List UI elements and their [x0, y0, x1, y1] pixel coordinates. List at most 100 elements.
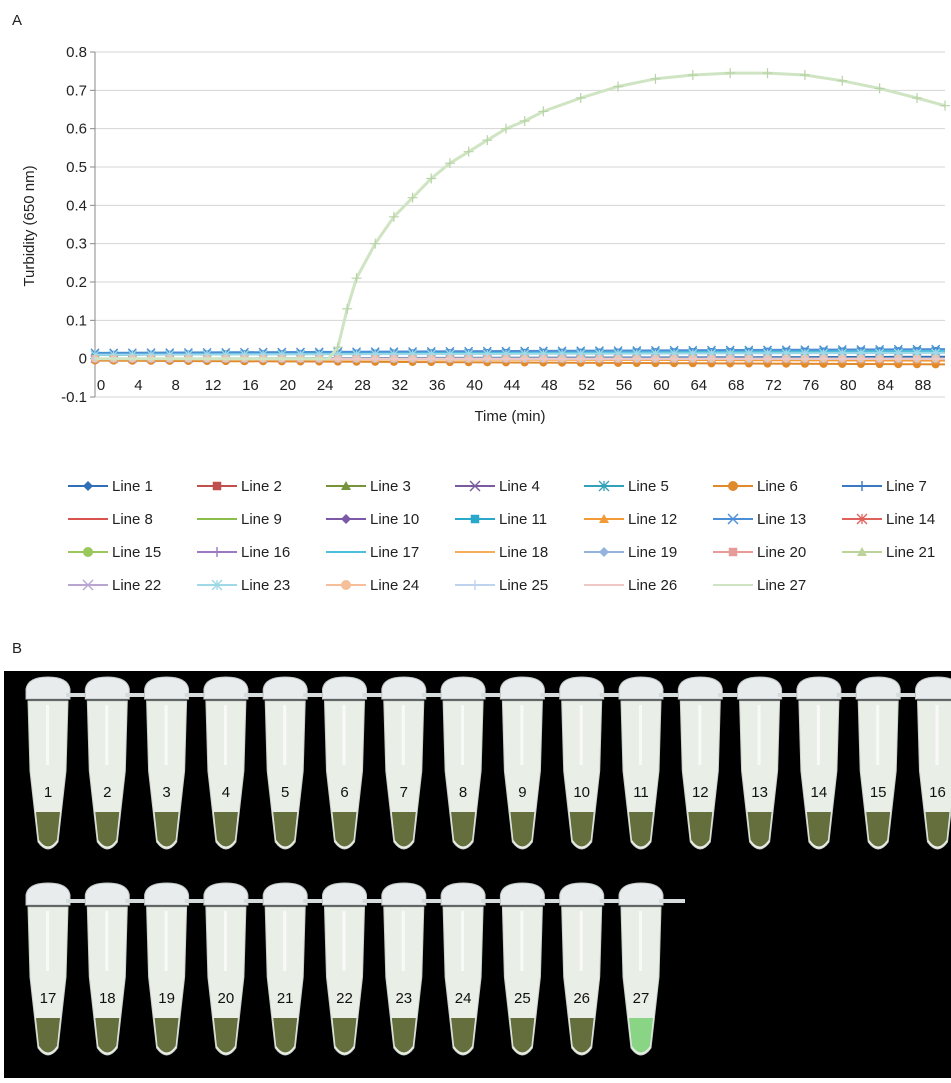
series-marker	[837, 76, 847, 86]
legend-swatch	[455, 512, 495, 526]
legend-label: Line 7	[886, 478, 927, 495]
tube-label: 25	[514, 990, 531, 1007]
tube: 19	[145, 883, 211, 1055]
tube: 5	[263, 677, 329, 849]
legend-label: Line 23	[241, 577, 290, 594]
tube: 10	[560, 677, 626, 849]
legend-swatch	[326, 512, 366, 526]
tube: 14	[797, 677, 863, 849]
legend-item: Line 19	[584, 542, 677, 562]
legend-label: Line 18	[499, 544, 548, 561]
legend-label: Line 25	[499, 577, 548, 594]
series-marker	[342, 304, 352, 314]
legend-swatch	[68, 578, 108, 592]
x-tick-label: 76	[803, 377, 820, 394]
tube: 15	[856, 677, 922, 849]
legend-item: Line 15	[68, 542, 161, 562]
tube-label: 20	[218, 990, 235, 1007]
tube-label: 22	[336, 990, 353, 1007]
series-marker	[800, 70, 810, 80]
series-marker	[520, 116, 530, 126]
x-tick-label: 48	[541, 377, 558, 394]
legend-item: Line 2	[197, 476, 282, 496]
legend-swatch	[197, 512, 237, 526]
series-marker	[650, 74, 660, 84]
x-tick-label: 64	[690, 377, 707, 394]
tube-label: 11	[633, 784, 649, 801]
series-marker	[341, 514, 351, 524]
legend-item: Line 7	[842, 476, 927, 496]
legend-item: Line 26	[584, 575, 677, 595]
x-tick-label: 36	[429, 377, 446, 394]
legend-swatch	[197, 545, 237, 559]
legend-swatch	[326, 578, 366, 592]
tube-label: 26	[573, 990, 590, 1007]
legend-swatch	[713, 512, 753, 526]
tube-label: 19	[158, 990, 175, 1007]
tube: 8	[441, 677, 507, 849]
series-marker	[912, 93, 922, 103]
legend-item: Line 21	[842, 542, 935, 562]
legend-swatch	[584, 512, 624, 526]
legend-label: Line 2	[241, 478, 282, 495]
legend-label: Line 27	[757, 577, 806, 594]
legend-item: Line 20	[713, 542, 806, 562]
tube-label: 12	[692, 784, 709, 801]
legend-item: Line 22	[68, 575, 161, 595]
y-tick-label: 0.4	[66, 197, 87, 214]
x-tick-label: 68	[728, 377, 745, 394]
x-tick-label: 44	[504, 377, 521, 394]
chart-gridlines	[95, 52, 945, 397]
legend-label: Line 11	[499, 511, 547, 528]
x-tick-label: 0	[97, 377, 105, 394]
y-tick-label: 0.6	[66, 121, 87, 138]
x-tick-label: 84	[877, 377, 894, 394]
series-marker	[212, 547, 222, 557]
x-tick-label: 56	[616, 377, 633, 394]
tube: 2	[85, 677, 151, 849]
tube: 9	[500, 677, 566, 849]
tube-label: 2	[103, 784, 111, 801]
x-tick-label: 24	[317, 377, 334, 394]
tube-label: 17	[40, 990, 57, 1007]
legend-item: Line 13	[713, 509, 806, 529]
legend-label: Line 13	[757, 511, 806, 528]
y-tick-label: 0	[79, 351, 87, 368]
x-tick-label: 4	[134, 377, 142, 394]
series-marker	[729, 548, 738, 557]
tube: 13	[738, 677, 804, 849]
tube: 17	[26, 883, 92, 1055]
legend-swatch	[68, 512, 108, 526]
x-tick-label: 40	[466, 377, 483, 394]
tube: 18	[85, 883, 151, 1055]
x-tick-label: 20	[279, 377, 296, 394]
legend-label: Line 15	[112, 544, 161, 561]
legend-swatch	[713, 578, 753, 592]
legend-item: Line 24	[326, 575, 419, 595]
tube: 21	[263, 883, 329, 1055]
legend-label: Line 12	[628, 511, 677, 528]
legend-item: Line 17	[326, 542, 419, 562]
series-marker	[857, 481, 867, 491]
legend-label: Line 24	[370, 577, 419, 594]
legend-item: Line 23	[197, 575, 290, 595]
series-marker	[83, 481, 93, 491]
series-marker	[576, 93, 586, 103]
tube: 16	[916, 677, 951, 849]
tube-label: 7	[400, 784, 408, 801]
tube: 20	[204, 883, 270, 1055]
y-axis-label: Turbidity (650 nm)	[21, 165, 38, 286]
legend-label: Line 10	[370, 511, 419, 528]
tube: 3	[145, 677, 211, 849]
legend-swatch	[68, 479, 108, 493]
legend-label: Line 8	[112, 511, 153, 528]
series-marker	[213, 482, 222, 491]
series-marker	[875, 83, 885, 93]
tube-label: 13	[751, 784, 768, 801]
x-tick-label: 28	[354, 377, 371, 394]
tube: 26	[560, 883, 626, 1055]
y-tick-label: 0.2	[66, 274, 87, 291]
y-tick-label: 0.7	[66, 82, 87, 99]
